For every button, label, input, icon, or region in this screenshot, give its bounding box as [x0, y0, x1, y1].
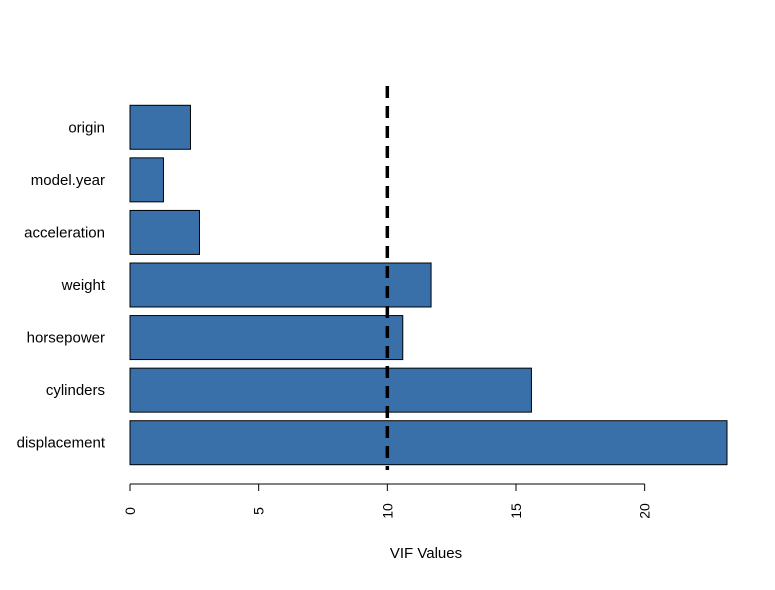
category-label: horsepower: [27, 330, 105, 347]
x-tick-label: 0: [122, 507, 138, 515]
bar-cylinders: [129, 367, 532, 413]
category-label: acceleration: [24, 224, 105, 241]
x-axis: 0 5 10 15 20: [122, 483, 653, 519]
category-label: weight: [61, 277, 106, 294]
category-labels: displacement cylinders horsepower weight acc…: [17, 119, 106, 451]
bar-weight: [129, 262, 432, 308]
bar-horsepower: [129, 315, 404, 361]
category-label: cylinders: [46, 382, 105, 399]
x-tick-label: 5: [251, 507, 267, 515]
bar-acceleration: [129, 209, 200, 255]
x-tick-label: 20: [637, 503, 653, 519]
bar-origin: [129, 104, 191, 150]
category-label: origin: [68, 119, 105, 136]
x-axis-title: VIF Values: [390, 545, 462, 562]
x-tick-label: 15: [508, 503, 524, 519]
x-tick-label: 10: [379, 503, 395, 519]
bar-model-year: [129, 157, 164, 203]
category-label: model.year: [31, 172, 105, 189]
bar-displacement: [129, 420, 728, 466]
category-label: displacement: [17, 435, 106, 452]
bars-group: [129, 104, 728, 466]
